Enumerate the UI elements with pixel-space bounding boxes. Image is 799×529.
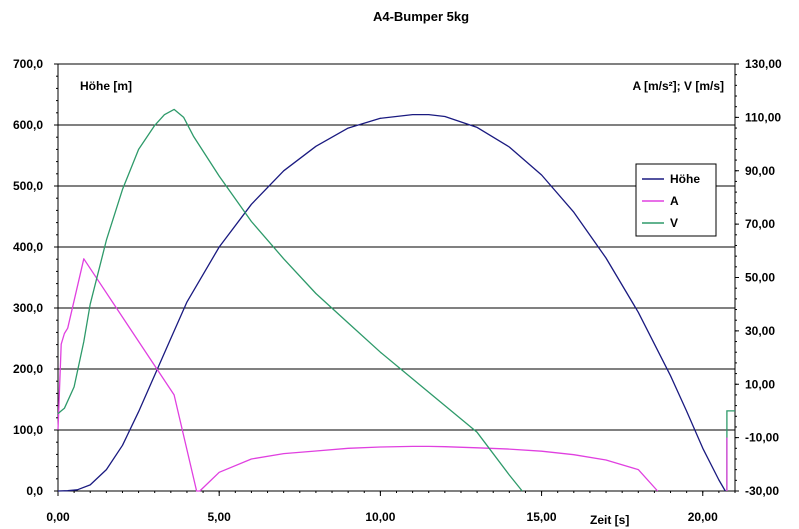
series-line-h-he — [57, 113, 726, 492]
chart-title: A4-Bumper 5kg — [373, 9, 469, 24]
y-tick-label: 100,0 — [13, 423, 43, 437]
x-tick-label: 0,00 — [46, 510, 70, 524]
y-right-tick-label: 30,00 — [745, 324, 775, 338]
legend-label: A — [670, 194, 679, 208]
y-tick-label: 400,0 — [13, 240, 43, 254]
y-right-tick-label: 50,00 — [745, 271, 775, 285]
y-axis-right-ticks: -30,00 -10,00 10,00 30,00 50,00 70,00 90,00 110… — [735, 57, 782, 498]
x-tick-label: 5,00 — [208, 510, 232, 524]
series-line-v — [57, 108, 523, 492]
axes — [57, 64, 736, 492]
series-line-a — [57, 258, 659, 492]
x-tick-label: 20,00 — [688, 510, 718, 524]
series-layer — [57, 108, 735, 492]
x-axis-label: Zeit [s] — [590, 513, 629, 527]
legend-label: V — [670, 216, 678, 230]
gridlines — [58, 63, 735, 431]
x-tick-label: 10,00 — [365, 510, 395, 524]
legend-label: Höhe — [670, 172, 700, 186]
y-tick-label: 0,0 — [26, 484, 43, 498]
x-axis-ticks: 0,00 5,00 10,00 15,00 20,00 — [46, 491, 736, 524]
legend-box — [635, 163, 717, 237]
y-axis-left-ticks: 0,0 100,0 200,0 300,0 400,0 500,0 600,0 700,0 — [13, 57, 58, 498]
y-axis-right-label: A [m/s²]; V [m/s] — [632, 79, 724, 93]
series-tail-v — [726, 410, 735, 491]
y-right-tick-label: 70,00 — [745, 217, 775, 231]
y-tick-label: 600,0 — [13, 118, 43, 132]
y-tick-label: 300,0 — [13, 301, 43, 315]
y-right-tick-label: 10,00 — [745, 377, 775, 391]
y-axis-left-label: Höhe [m] — [80, 79, 132, 93]
y-right-tick-label: 110,00 — [745, 110, 781, 124]
legend: Höhe AV — [635, 163, 717, 237]
y-right-tick-label: -30,00 — [745, 484, 779, 498]
x-tick-label: 15,00 — [527, 510, 557, 524]
y-right-tick-label: 130,00 — [745, 57, 782, 71]
y-tick-label: 700,0 — [13, 57, 43, 71]
y-right-tick-label: -10,00 — [745, 431, 779, 445]
y-tick-label: 500,0 — [13, 179, 43, 193]
y-right-tick-label: 90,00 — [745, 164, 775, 178]
y-tick-label: 200,0 — [13, 362, 43, 376]
